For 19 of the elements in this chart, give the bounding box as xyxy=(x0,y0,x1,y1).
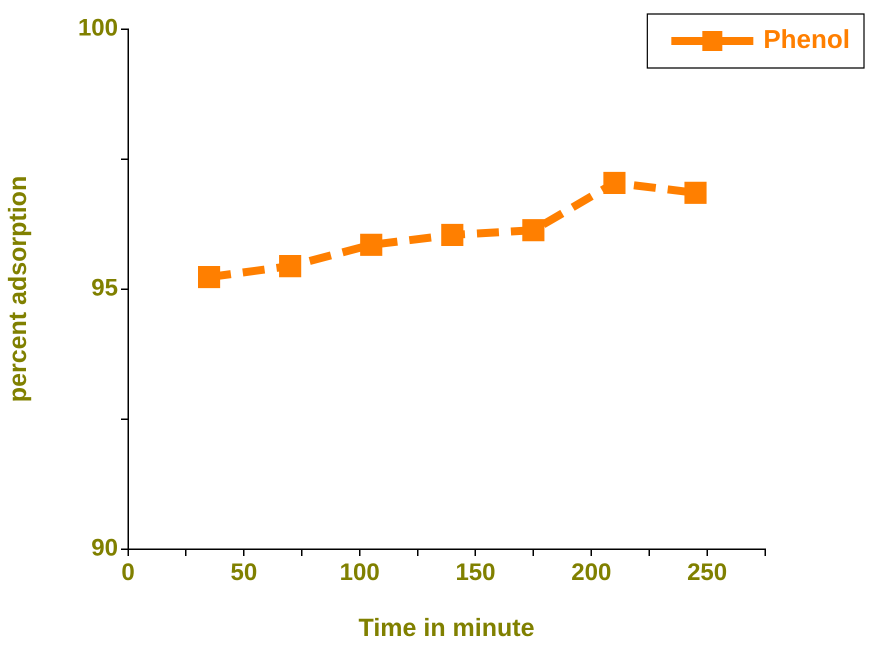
y-tick-label: 90 xyxy=(91,534,118,562)
y-tick-label: 95 xyxy=(91,274,118,302)
point xyxy=(441,224,464,246)
point xyxy=(198,266,220,288)
x-tick-label: 0 xyxy=(121,559,135,586)
point xyxy=(684,182,707,204)
point xyxy=(360,234,382,256)
point xyxy=(603,172,626,194)
point xyxy=(522,219,544,242)
x-tick-label: 200 xyxy=(571,559,612,586)
x-tick-label: 250 xyxy=(687,559,728,586)
x-tick-label: 100 xyxy=(340,559,380,586)
y-axis-title: percent adsorption xyxy=(4,176,32,402)
legend-label: Phenol xyxy=(763,24,850,54)
x-tick-label: 150 xyxy=(455,559,496,586)
y-tick-label: 100 xyxy=(78,14,118,42)
x-tick-label: 50 xyxy=(230,559,258,586)
point xyxy=(279,255,302,278)
x-axis-title: Time in minute xyxy=(358,614,535,642)
